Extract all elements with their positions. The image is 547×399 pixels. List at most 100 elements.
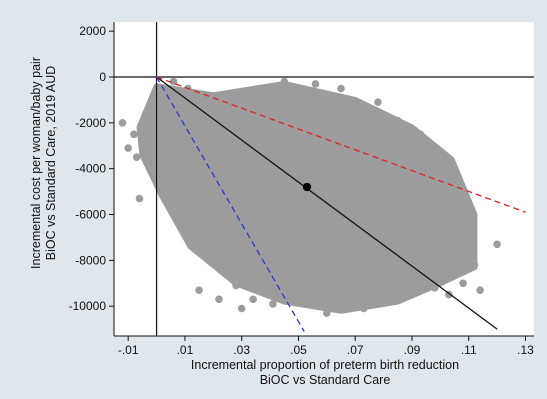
reference-lines bbox=[114, 22, 534, 336]
cloud-point-154 bbox=[470, 261, 479, 269]
ratio-lines bbox=[156, 76, 526, 332]
cloud-point-114 bbox=[368, 192, 377, 200]
cloud-point-115 bbox=[371, 130, 379, 139]
cloud-point-142 bbox=[430, 284, 439, 292]
cloud-point-163 bbox=[450, 187, 459, 196]
cloud-point-68 bbox=[269, 164, 277, 173]
cloud-point-38 bbox=[201, 247, 209, 255]
cloud-point-49 bbox=[226, 238, 235, 246]
cloud-point-156 bbox=[493, 240, 501, 249]
cloud-point-73 bbox=[277, 96, 286, 104]
cloud-point-85 bbox=[306, 142, 314, 150]
cloud-point-159 bbox=[374, 98, 382, 106]
cloud-point-51 bbox=[232, 281, 240, 290]
cloud-point-33 bbox=[189, 98, 198, 106]
cloud-point-55 bbox=[240, 270, 249, 278]
cloud-point-91 bbox=[317, 180, 326, 189]
cloud-point-126 bbox=[394, 176, 402, 184]
cloud-point-25 bbox=[175, 183, 184, 191]
cloud-point-23 bbox=[172, 135, 181, 143]
x-tick-label-5: .09 bbox=[404, 343, 421, 357]
cloud-point-41 bbox=[209, 176, 218, 184]
cloud-point-86 bbox=[306, 270, 314, 278]
cloud-point-30 bbox=[184, 201, 192, 210]
point-estimate-layer bbox=[302, 182, 312, 192]
cloud-point-64 bbox=[257, 277, 266, 285]
cloud-point-149 bbox=[450, 247, 459, 255]
cloud-point-130 bbox=[402, 197, 411, 205]
x-tick-label-7: .13 bbox=[517, 343, 534, 357]
cloud-point-82 bbox=[297, 297, 306, 306]
y-axis-title-line-1: Incremental cost per woman/baby pair bbox=[29, 57, 43, 269]
cloud-point-42 bbox=[212, 254, 220, 262]
cloud-point-17 bbox=[161, 171, 169, 180]
cloud-point-111 bbox=[362, 217, 371, 226]
cloud-point-121 bbox=[382, 261, 391, 269]
dashed-ratio-line-1 bbox=[156, 76, 526, 213]
cloud-point-94 bbox=[325, 107, 334, 116]
cloud-point-138 bbox=[422, 265, 431, 274]
cloud-point-87 bbox=[308, 194, 317, 203]
cloud-point-166 bbox=[237, 304, 246, 313]
cloud-point-54 bbox=[237, 146, 246, 155]
cloud-point-160 bbox=[337, 84, 345, 93]
cloud-point-103 bbox=[342, 100, 351, 109]
cloud-point-125 bbox=[391, 288, 399, 297]
cloud-point-36 bbox=[198, 114, 206, 123]
cloud-point-19 bbox=[167, 158, 175, 166]
cloud-point-96 bbox=[328, 155, 337, 164]
cloud-point-152 bbox=[459, 279, 467, 288]
cloud-point-84 bbox=[303, 219, 311, 228]
cloud-point-127 bbox=[396, 215, 405, 223]
cloud-point-83 bbox=[300, 103, 308, 111]
cloud-point-93 bbox=[323, 213, 331, 221]
cloud-point-0 bbox=[118, 119, 127, 127]
cloud-point-18 bbox=[164, 197, 172, 205]
y-tick-label-3: -4000 bbox=[75, 162, 106, 176]
cloud-point-67 bbox=[266, 242, 274, 251]
cloud-point-50 bbox=[229, 164, 237, 173]
cloud-point-158 bbox=[416, 130, 425, 139]
cloud-point-27 bbox=[178, 215, 186, 223]
cloud-point-52 bbox=[232, 100, 240, 109]
cloud-point-56 bbox=[240, 187, 249, 196]
cloud-point-3 bbox=[132, 153, 141, 161]
cloud-point-100 bbox=[337, 293, 345, 301]
cloud-point-162 bbox=[436, 148, 445, 157]
mean-ratio-line bbox=[156, 76, 498, 330]
cloud-point-99 bbox=[334, 132, 343, 141]
cloud-point-63 bbox=[257, 144, 266, 152]
x-tick-label-4: .07 bbox=[347, 343, 364, 357]
cloud-point-35 bbox=[195, 224, 203, 233]
y-tick-labels: 2000 0 -2000 -4000 -6000 -8000 -10000 bbox=[69, 24, 107, 313]
cloud-point-92 bbox=[320, 288, 328, 297]
cloud-point-46 bbox=[220, 199, 229, 207]
cloud-point-70 bbox=[272, 132, 280, 141]
cloud-point-45 bbox=[218, 107, 226, 116]
cloud-point-108 bbox=[354, 119, 362, 127]
cloud-point-113 bbox=[365, 272, 374, 281]
cloud-point-88 bbox=[311, 80, 320, 88]
x-axis-title-line-2: BiOC vs Standard Care bbox=[260, 373, 391, 387]
cloud-point-58 bbox=[246, 245, 254, 253]
cloud-point-7 bbox=[144, 125, 152, 134]
cloud-point-69 bbox=[269, 300, 277, 308]
cloud-point-72 bbox=[277, 263, 286, 272]
cloud-point-164 bbox=[195, 286, 203, 295]
cloud-point-11 bbox=[149, 153, 158, 161]
y-tick-label-5: -8000 bbox=[75, 253, 106, 267]
cloud-point-150 bbox=[453, 268, 462, 276]
cloud-point-120 bbox=[382, 151, 391, 159]
cloud-point-77 bbox=[286, 286, 294, 295]
x-tick-label-3: .05 bbox=[290, 343, 307, 357]
cloud-point-129 bbox=[399, 270, 408, 278]
cloud-point-153 bbox=[464, 233, 473, 242]
cloud-point-104 bbox=[345, 265, 354, 274]
cloud-point-134 bbox=[411, 210, 419, 219]
cloud-point-47 bbox=[223, 263, 232, 272]
cloud-point-157 bbox=[394, 116, 402, 125]
cloud-point-106 bbox=[351, 203, 360, 212]
cloud-point-62 bbox=[254, 226, 263, 235]
cloud-point-137 bbox=[419, 187, 428, 196]
cloud-point-148 bbox=[447, 201, 456, 210]
